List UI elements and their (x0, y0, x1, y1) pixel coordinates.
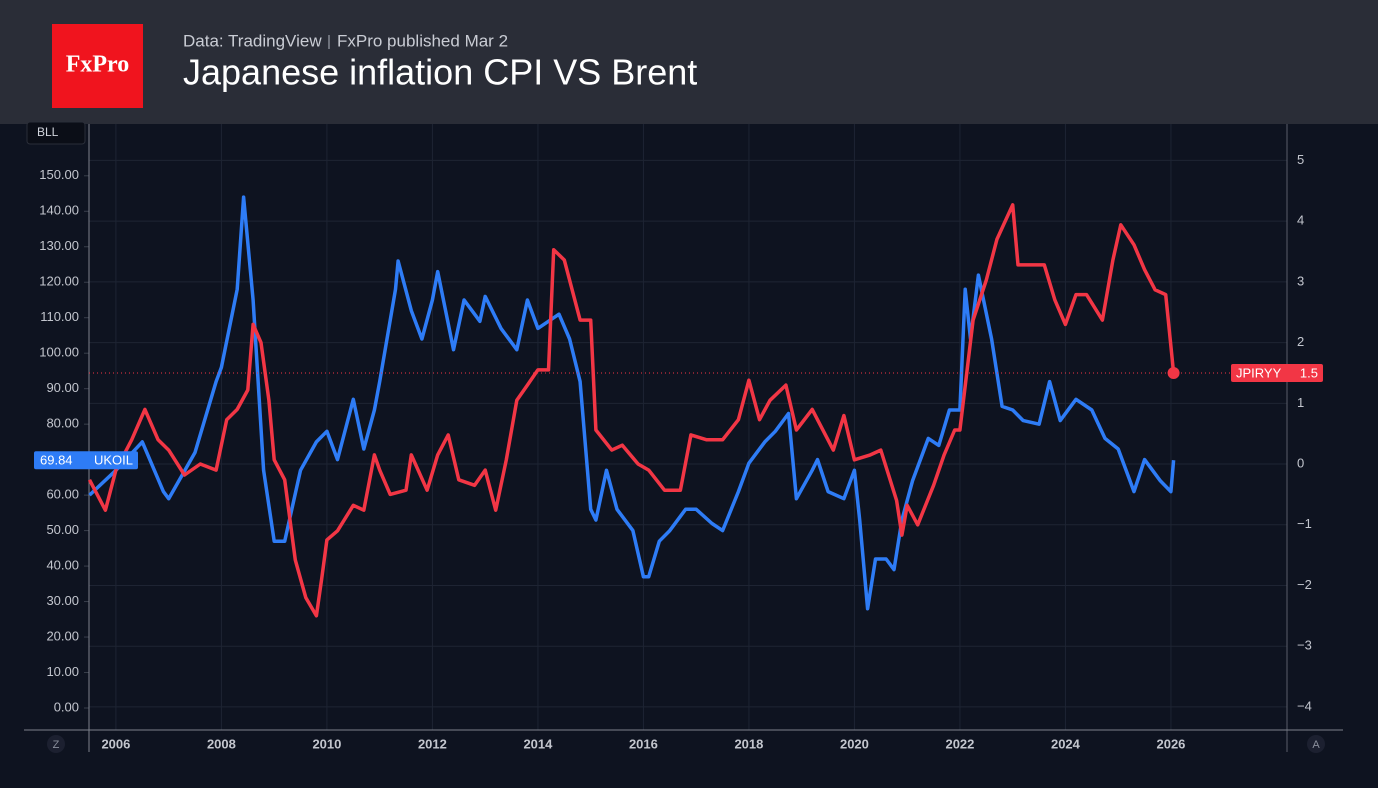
y2-tick-label: 3 (1297, 273, 1304, 288)
y-tick-label: 130.00 (39, 238, 79, 253)
x-tick-label: 2016 (629, 736, 658, 751)
y-tick-label: 0.00 (54, 699, 79, 714)
price-tag-name: UKOIL (94, 453, 133, 468)
y-tick-label: 90.00 (46, 380, 79, 395)
y-tick-label: 140.00 (39, 203, 79, 218)
y-tick-label: 50.00 (46, 522, 79, 537)
scale-label: BLL (37, 125, 59, 139)
x-tick-label: 2018 (734, 736, 763, 751)
source: Data: TradingView (183, 31, 322, 50)
y-tick-label: 110.00 (40, 309, 79, 324)
y-tick-label: 80.00 (46, 416, 79, 431)
published: FxPro published Mar 2 (337, 31, 508, 50)
y-tick-label: 20.00 (46, 628, 79, 643)
price-tag (1231, 363, 1323, 382)
x-tick-label: 2022 (945, 736, 974, 751)
series-line (88, 195, 1176, 611)
y2-tick-label: −1 (1297, 516, 1312, 531)
logo-text: FxPro (66, 52, 130, 78)
x-tick-label: 2026 (1156, 736, 1185, 751)
chart-title: Japanese inflation CPI VS Brent (183, 52, 697, 93)
logo-box (52, 24, 143, 108)
price-tag-value: 69.84 (40, 453, 73, 468)
series-line (87, 203, 1176, 618)
price-tag-value: 1.5 (1300, 365, 1318, 380)
plot (87, 195, 1287, 618)
y2-tick-label: 4 (1297, 213, 1304, 228)
y2-tick-label: −2 (1297, 577, 1312, 592)
y2-tick-label: −3 (1297, 638, 1312, 653)
y-tick-label: 60.00 (46, 487, 79, 502)
left-button-label[interactable]: Z (53, 739, 60, 751)
y2-tick-label: −4 (1297, 698, 1312, 713)
header-bar (0, 0, 1378, 124)
x-tick-label: 2024 (1051, 736, 1081, 751)
scale-label-box (26, 121, 86, 145)
y2-tick-label: 2 (1297, 334, 1304, 349)
y-tick-label: 150.00 (39, 167, 79, 182)
left-button[interactable] (47, 735, 65, 753)
price-tag-name: JPIRYY (1236, 365, 1282, 380)
y-tick-label: 30.00 (46, 593, 79, 608)
x-tick-label: 2020 (840, 736, 869, 751)
x-tick-label: 2008 (207, 736, 236, 751)
x-tick-label: 2010 (312, 736, 341, 751)
x-tick-label: 2012 (418, 736, 447, 751)
y-tick-label: 100.00 (39, 345, 79, 360)
y-tick-label: 10.00 (46, 664, 79, 679)
right-button-label[interactable]: A (1312, 739, 1320, 751)
y2-tick-label: 1 (1297, 395, 1304, 410)
y2-tick-label: 5 (1297, 152, 1304, 167)
grid (84, 124, 1287, 730)
right-button[interactable] (1307, 735, 1325, 753)
last-value-dot (1167, 366, 1180, 379)
x-tick-label: 2006 (101, 736, 130, 751)
price-tag (34, 451, 138, 470)
y-tick-label: 120.00 (39, 274, 79, 289)
y2-tick-label: 0 (1297, 455, 1304, 470)
x-tick-label: 2014 (523, 736, 553, 751)
y-tick-label: 40.00 (46, 558, 79, 573)
